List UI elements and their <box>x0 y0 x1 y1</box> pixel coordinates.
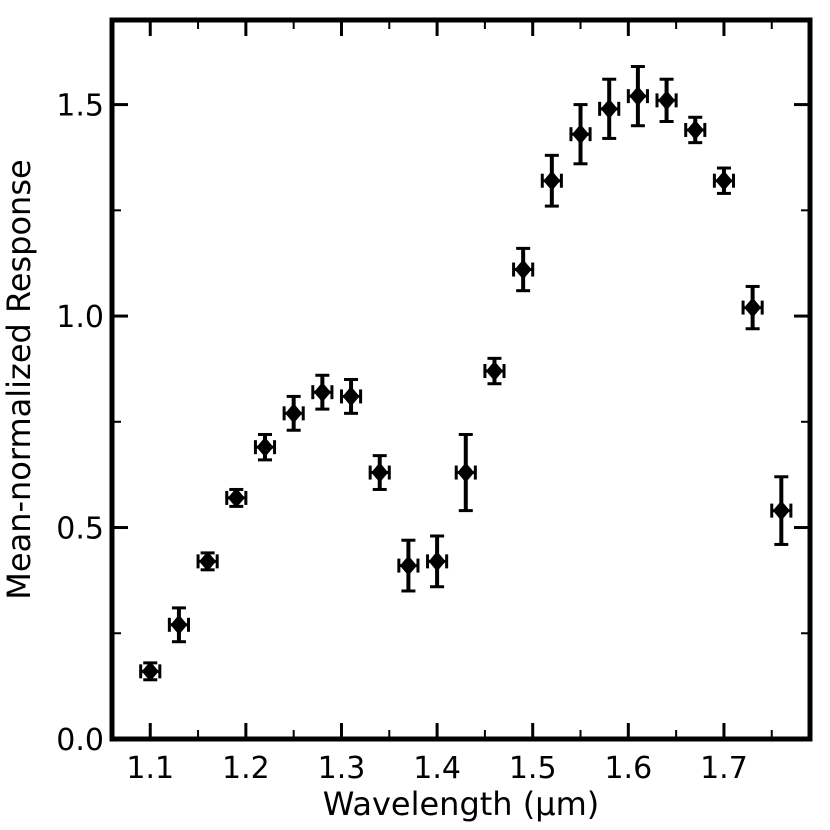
x-tick-label: 1.1 <box>126 751 174 786</box>
diamond-marker <box>772 500 790 521</box>
data-point <box>598 77 621 140</box>
diamond-marker <box>744 297 762 318</box>
x-tick-label: 1.3 <box>318 751 366 786</box>
x-tick-labels: 1.1 1.2 1.3 1.4 1.5 1.6 1.7 <box>126 751 747 786</box>
diamond-marker <box>514 259 532 280</box>
diamond-marker <box>371 462 389 483</box>
data-point <box>454 432 477 513</box>
diamond-marker <box>658 90 676 111</box>
y-tick-label: 0.0 <box>56 723 104 758</box>
data-point <box>741 284 764 331</box>
data-point <box>167 606 190 644</box>
diamond-marker <box>686 119 704 140</box>
diamond-marker <box>313 382 331 403</box>
diamond-marker <box>342 386 360 407</box>
diamond-marker <box>256 437 274 458</box>
data-point <box>253 432 277 462</box>
diamond-marker <box>543 170 561 191</box>
data-point <box>483 356 506 386</box>
diamond-marker <box>399 555 417 576</box>
diamond-marker <box>428 551 446 572</box>
y-tick-label: 1.5 <box>56 89 104 124</box>
data-point <box>397 538 420 593</box>
diamond-marker <box>485 361 503 382</box>
y-tick-labels: 0.0 0.5 1.0 1.5 <box>56 89 104 758</box>
x-tick-label: 1.7 <box>700 751 748 786</box>
data-point <box>139 661 162 682</box>
data-point <box>311 373 334 411</box>
x-tick-label: 1.4 <box>413 751 461 786</box>
diamond-marker <box>170 614 188 635</box>
data-points <box>139 65 793 682</box>
data-point <box>684 115 707 145</box>
diamond-marker <box>199 551 217 572</box>
major-ticks <box>112 20 810 741</box>
data-point <box>655 77 678 124</box>
x-tick-label: 1.6 <box>604 751 652 786</box>
y-axis-title: Mean-normalized Response <box>0 159 38 599</box>
y-tick-label: 1.0 <box>56 300 104 335</box>
diamond-marker <box>141 661 159 682</box>
data-point <box>339 378 363 415</box>
diamond-marker <box>600 98 618 119</box>
data-point <box>368 454 391 491</box>
data-point <box>426 534 449 589</box>
data-point <box>569 103 592 166</box>
data-point <box>540 153 563 208</box>
diamond-marker <box>715 170 733 191</box>
data-point <box>282 394 305 432</box>
data-point <box>225 487 248 508</box>
diamond-marker <box>457 462 475 483</box>
x-tick-label: 1.2 <box>222 751 270 786</box>
x-axis-title: Wavelength (μm) <box>323 785 600 823</box>
data-point <box>512 246 535 293</box>
data-point <box>712 166 736 195</box>
diamond-marker <box>285 403 303 424</box>
plot-frame <box>109 17 813 742</box>
data-point <box>626 65 649 128</box>
diamond-marker <box>572 124 590 145</box>
data-point <box>770 475 793 546</box>
diamond-marker <box>629 86 647 107</box>
x-tick-label: 1.5 <box>509 751 557 786</box>
diamond-marker <box>227 487 245 508</box>
data-point <box>196 551 219 572</box>
y-tick-label: 0.5 <box>56 512 104 547</box>
